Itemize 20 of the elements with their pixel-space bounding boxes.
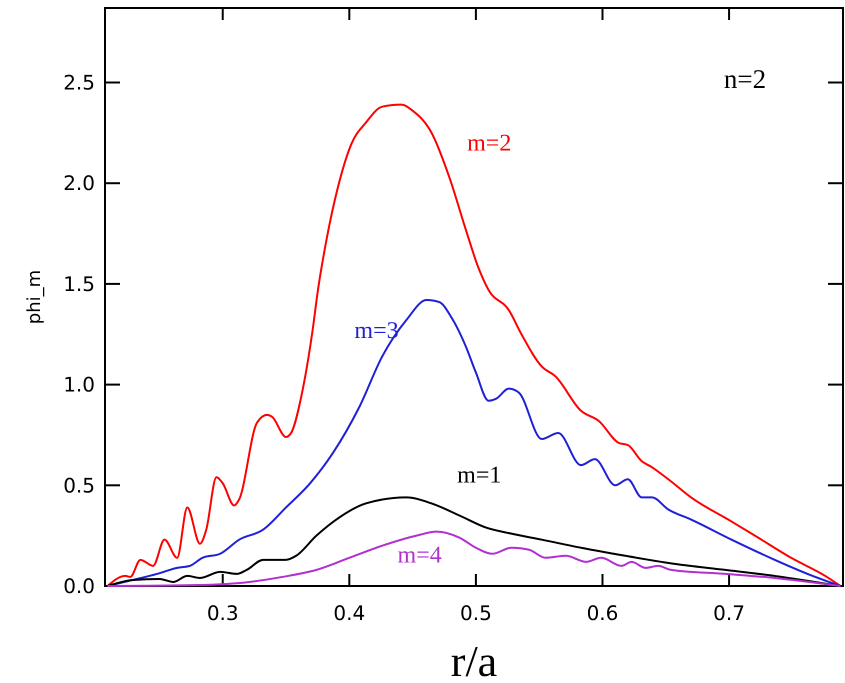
x-tick-label: 0.5 [460, 601, 492, 625]
x-tick-label: 0.6 [586, 601, 618, 625]
x-tick-label: 0.4 [333, 601, 366, 625]
series-label: m=1 [457, 462, 502, 488]
line-series [106, 530, 842, 587]
y-axis-title: phi_m [24, 270, 45, 324]
y-tick-label: 0.0 [63, 574, 95, 598]
x-axis-title: r/a [450, 637, 498, 683]
x-tick-label: 0.7 [713, 601, 745, 625]
y-tick-label: 1.5 [63, 272, 95, 296]
series-label: m=2 [467, 130, 512, 157]
y-tick-label: 1.0 [63, 372, 95, 397]
y-tick-label: 2.0 [63, 171, 95, 196]
series-label: m=4 [398, 542, 442, 569]
annotation: n=2 [724, 64, 766, 94]
y-tick-label: 0.5 [63, 473, 95, 498]
y-tick-label: 2.5 [63, 70, 95, 95]
line-series [106, 104, 842, 587]
x-tick-label: 0.3 [206, 601, 239, 625]
line-series [106, 496, 842, 587]
